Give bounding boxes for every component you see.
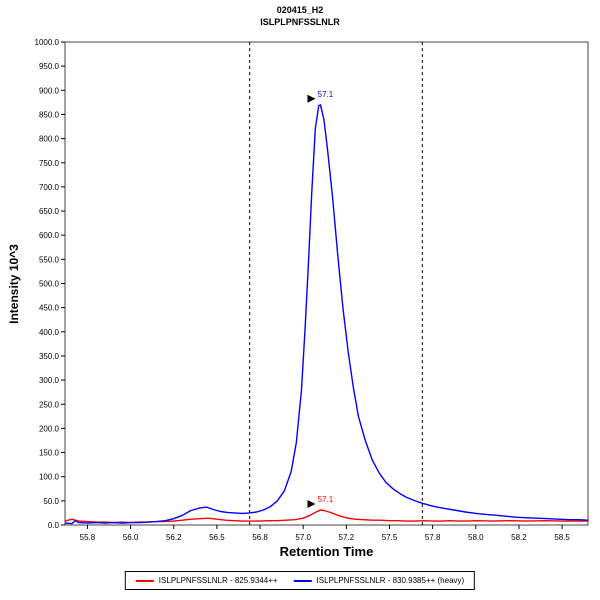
y-tick-label: 800.0: [39, 135, 60, 144]
y-tick-label: 0.0: [48, 521, 60, 530]
y-tick-label: 1000.0: [35, 38, 60, 47]
legend-label-heavy: ISLPLPNFSSLNLR - 830.9385++ (heavy): [316, 576, 465, 585]
x-tick-label: 57.8: [425, 533, 441, 542]
y-tick-label: 350.0: [39, 352, 60, 361]
y-tick-label: 500.0: [39, 280, 60, 289]
peak-arrow-icon: [307, 500, 316, 509]
peak-rt-label[interactable]: 57.1: [318, 495, 334, 504]
x-tick-label: 57.0: [295, 533, 311, 542]
x-tick-label: 56.5: [209, 533, 225, 542]
y-tick-label: 50.0: [43, 497, 59, 506]
peak-rt-label[interactable]: 57.1: [318, 90, 334, 99]
x-tick-label: 55.8: [80, 533, 96, 542]
y-tick-label: 850.0: [39, 110, 60, 119]
x-tick-label: 56.0: [123, 533, 139, 542]
legend-item-heavy: ISLPLPNFSSLNLR - 830.9385++ (heavy): [293, 576, 465, 585]
x-tick-label: 58.2: [511, 533, 527, 542]
legend-label-light: ISLPLPNFSSLNLR - 825.9344++: [158, 576, 278, 585]
y-tick-label: 450.0: [39, 304, 60, 313]
y-tick-label: 950.0: [39, 62, 60, 71]
peak-arrow-icon: [307, 94, 316, 103]
y-tick-label: 250.0: [39, 400, 60, 409]
blue-trace-swatch-icon: [293, 579, 312, 582]
y-tick-label: 700.0: [39, 183, 60, 192]
y-axis-label: Intensity 10^3: [7, 244, 21, 324]
y-tick-label: 200.0: [39, 424, 60, 433]
legend-item-light: ISLPLPNFSSLNLR - 825.9344++: [135, 576, 278, 585]
y-tick-label: 900.0: [39, 86, 60, 95]
chart-title: 020415_H2: [276, 5, 324, 15]
x-tick-label: 56.8: [252, 533, 268, 542]
y-tick-label: 600.0: [39, 231, 60, 240]
x-axis-label: Retention Time: [279, 544, 374, 559]
plot-border: [64, 41, 589, 526]
chart-subtitle: ISLPLPNFSSLNLR: [260, 17, 340, 27]
x-tick-label: 57.5: [382, 533, 398, 542]
x-tick-label: 56.2: [166, 533, 182, 542]
y-tick-label: 550.0: [39, 255, 60, 264]
y-tick-label: 100.0: [39, 473, 60, 482]
y-tick-label: 300.0: [39, 376, 60, 385]
y-tick-label: 150.0: [39, 449, 60, 458]
chromatogram-trace-1: [64, 104, 589, 525]
red-trace-swatch-icon: [135, 579, 154, 582]
y-tick-label: 400.0: [39, 328, 60, 337]
x-tick-label: 58.5: [554, 533, 570, 542]
legend: ISLPLPNFSSLNLR - 825.9344++ ISLPLPNFSSLN…: [124, 571, 476, 590]
y-tick-label: 750.0: [39, 159, 60, 168]
x-tick-label: 58.0: [468, 533, 484, 542]
y-tick-label: 650.0: [39, 207, 60, 216]
x-tick-label: 57.2: [339, 533, 355, 542]
